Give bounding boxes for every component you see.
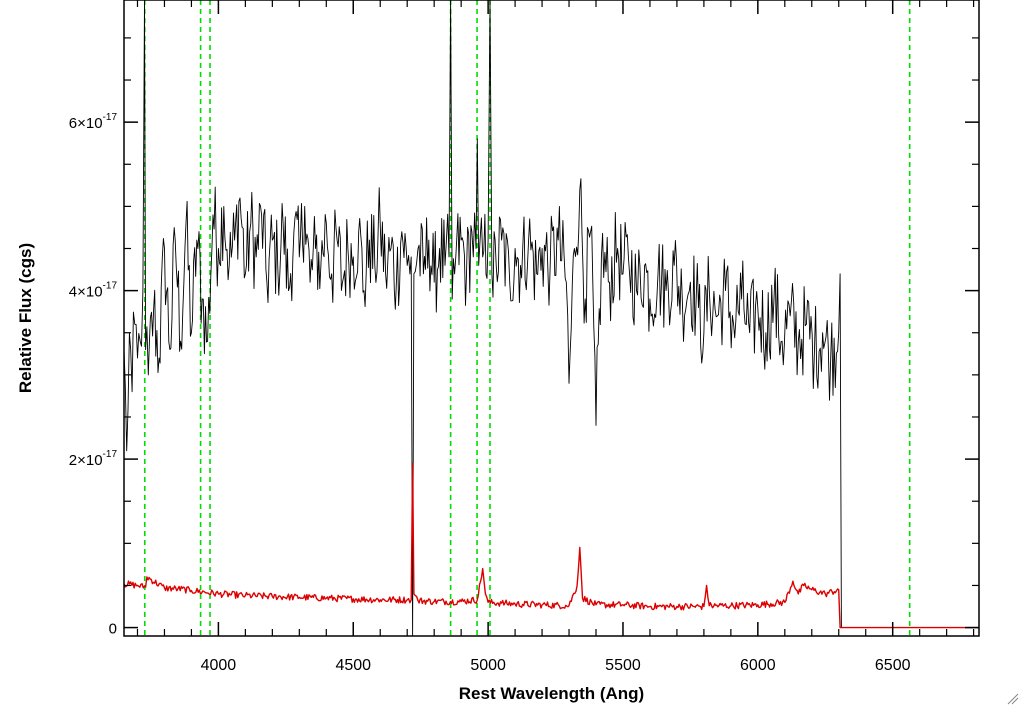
x-tick-label-1: 4500: [335, 657, 371, 674]
y-tick-label-3: 6×10-17: [69, 112, 118, 132]
y-tick-label-0: 0: [109, 621, 117, 638]
x-tick-label-5: 6500: [875, 657, 911, 674]
x-tick-label-3: 5500: [605, 657, 641, 674]
x-tick-label-4: 6000: [740, 657, 776, 674]
x-tick-label-2: 5000: [470, 657, 506, 674]
series-line-1: [123, 462, 979, 629]
resize-grip-icon[interactable]: [1007, 693, 1019, 705]
y-tick-label-1: 2×10-17: [69, 449, 118, 469]
spectra-series: [123, 0, 979, 637]
x-axis-label: Rest Wavelength (Ang): [459, 684, 644, 703]
x-tick-label-0: 4000: [201, 657, 237, 674]
axis-ticks: 4000 4500 5000 5500 6000 6500 0 2×10-17 4×10-17 6…: [69, 0, 979, 674]
y-axis-label: Relative Flux (cgs): [16, 243, 35, 393]
plot-frame: [123, 0, 980, 637]
series-line-0: [123, 0, 979, 637]
y-tick-label-2: 4×10-17: [69, 281, 118, 301]
